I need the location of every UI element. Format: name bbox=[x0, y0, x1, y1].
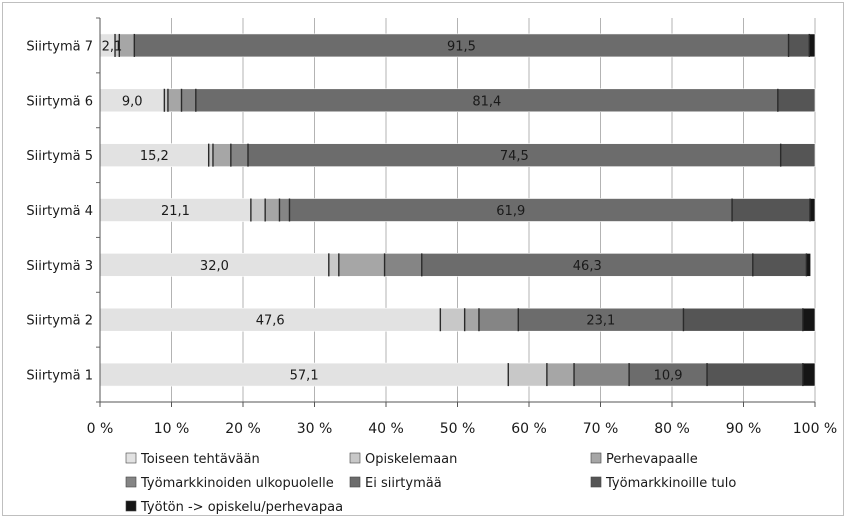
data-label-siirtymä-4-toiseen: 21,1 bbox=[161, 204, 190, 219]
legend-swatch-0 bbox=[125, 452, 137, 464]
data-label-siirtymä-3-ei-siirtymaa: 46,3 bbox=[573, 259, 602, 274]
data-label-siirtymä-2-toiseen: 47,6 bbox=[256, 314, 285, 329]
legend-label-1: Opiskelemaan bbox=[365, 452, 457, 467]
data-label-siirtymä-3-toiseen: 32,0 bbox=[200, 259, 229, 274]
legend-label-5: Työmarkkinoille tulo bbox=[605, 476, 736, 491]
bar-siirtymä-5-series-3 bbox=[230, 143, 249, 167]
x-tick-label-100: 100 % bbox=[793, 421, 837, 437]
x-tick-label-70: 70 % bbox=[583, 421, 619, 437]
bar-siirtymä-2-series-3 bbox=[478, 307, 519, 332]
data-label-siirtymä-2-ei-siirtymaa: 23,1 bbox=[586, 314, 615, 329]
x-tick-label-30: 30 % bbox=[297, 421, 333, 437]
bar-siirtymä-3-series-1 bbox=[328, 253, 340, 277]
bar-siirtymä-4-series-3 bbox=[279, 198, 290, 222]
legend-swatch-5 bbox=[590, 476, 602, 488]
bar-siirtymä-4-series-6 bbox=[809, 198, 816, 222]
data-label-siirtymä-5-ei-siirtymaa: 74,5 bbox=[500, 149, 529, 164]
category-label-siirtymä-4: Siirtymä 4 bbox=[26, 204, 93, 219]
bar-siirtymä-2-series-6 bbox=[802, 307, 816, 332]
legend-swatch-1 bbox=[349, 452, 361, 464]
legend-label-6: Työtön -> opiskelu/perhevapaa bbox=[140, 500, 343, 515]
bar-siirtymä-4-series-1 bbox=[250, 198, 266, 222]
legend-label-2: Perhevapaalle bbox=[606, 452, 698, 467]
bar-siirtymä-6-series-2 bbox=[167, 88, 182, 113]
bar-siirtymä-1-series-2 bbox=[546, 362, 575, 387]
bar-siirtymä-4-series-5 bbox=[731, 198, 811, 222]
data-label-siirtymä-7-toiseen: 2,1 bbox=[102, 39, 123, 54]
bar-siirtymä-5-series-2 bbox=[212, 143, 232, 167]
data-label-siirtymä-6-toiseen: 9,0 bbox=[122, 94, 143, 109]
bars: 2,1 91,5 9,0 81,4 15,2 74,5 21,1 61,9 32,0 46,3 47… bbox=[99, 33, 816, 387]
bar-siirtymä-3-series-3 bbox=[384, 253, 423, 277]
axes: Siirtymä 7 Siirtymä 6 Siirtymä 5 Siirtymä 4… bbox=[26, 17, 837, 437]
x-tick-label-90: 90 % bbox=[726, 421, 762, 437]
category-label-siirtymä-7: Siirtymä 7 bbox=[26, 39, 93, 54]
bar-siirtymä-4-series-2 bbox=[264, 198, 280, 222]
category-label-siirtymä-3: Siirtymä 3 bbox=[26, 259, 93, 274]
legend-label-4: Ei siirtymää bbox=[365, 476, 442, 491]
bar-siirtymä-2-series-5 bbox=[683, 307, 804, 332]
x-tick-label-80: 80 % bbox=[654, 421, 690, 437]
legend-swatch-6 bbox=[125, 500, 137, 512]
category-label-siirtymä-5: Siirtymä 5 bbox=[26, 149, 93, 164]
legend-label-0: Toiseen tehtävään bbox=[140, 452, 260, 467]
bar-siirtymä-6-series-5 bbox=[777, 88, 816, 113]
legend: Toiseen tehtävään Opiskelemaan Perhevapaal… bbox=[125, 452, 736, 515]
category-label-siirtymä-2: Siirtymä 2 bbox=[26, 314, 93, 329]
bar-siirtymä-1-series-6 bbox=[802, 362, 816, 387]
bar-siirtymä-3-series-5 bbox=[752, 253, 807, 277]
x-tick-label-40: 40 % bbox=[368, 421, 404, 437]
x-tick-label-10: 10 % bbox=[154, 421, 190, 437]
data-label-siirtymä-7-ei-siirtymaa: 91,5 bbox=[447, 39, 476, 54]
bar-siirtymä-7-series-5 bbox=[788, 33, 810, 58]
legend-label-3: Työmarkkinoiden ulkopuolelle bbox=[140, 476, 334, 491]
bar-siirtymä-1-series-5 bbox=[706, 362, 804, 387]
x-tick-label-0: 0 % bbox=[87, 421, 114, 437]
legend-swatch-2 bbox=[590, 452, 602, 464]
bar-siirtymä-2-series-2 bbox=[464, 307, 480, 332]
bar-siirtymä-5-series-5 bbox=[780, 143, 816, 167]
bar-siirtymä-1-series-3 bbox=[573, 362, 630, 387]
bar-siirtymä-3-series-2 bbox=[338, 253, 385, 277]
legend-swatch-4 bbox=[349, 476, 361, 488]
bar-siirtymä-1-series-1 bbox=[507, 362, 548, 387]
data-label-siirtymä-1-ei-siirtymaa: 10,9 bbox=[654, 369, 683, 384]
x-tick-label-50: 50 % bbox=[440, 421, 476, 437]
bar-siirtymä-2-series-1 bbox=[440, 307, 465, 332]
data-label-siirtymä-1-toiseen: 57,1 bbox=[290, 369, 319, 384]
category-label-siirtymä-6: Siirtymä 6 bbox=[26, 94, 93, 109]
data-label-siirtymä-5-toiseen: 15,2 bbox=[140, 149, 169, 164]
bar-siirtymä-6-series-3 bbox=[181, 88, 197, 113]
x-tick-label-60: 60 % bbox=[511, 421, 547, 437]
legend-swatch-3 bbox=[125, 476, 137, 488]
category-label-siirtymä-1: Siirtymä 1 bbox=[26, 369, 93, 384]
data-label-siirtymä-4-ei-siirtymaa: 61,9 bbox=[496, 204, 525, 219]
data-label-siirtymä-6-ei-siirtymaa: 81,4 bbox=[472, 94, 501, 109]
x-tick-label-20: 20 % bbox=[225, 421, 261, 437]
bar-siirtymä-7-series-6 bbox=[808, 33, 816, 58]
